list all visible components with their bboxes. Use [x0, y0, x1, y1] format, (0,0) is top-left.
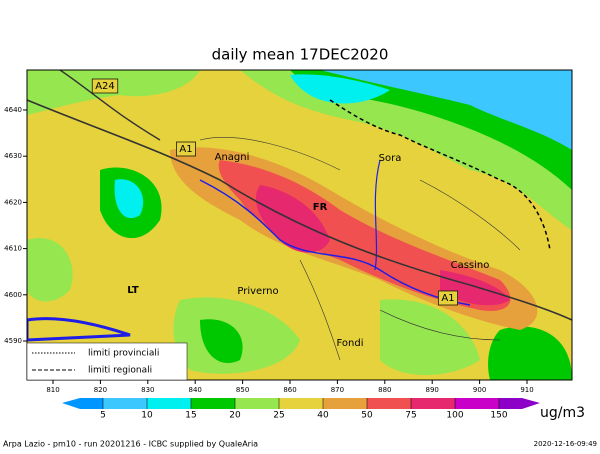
place-label: Anagni: [215, 152, 250, 163]
colorbar-bin: [367, 398, 411, 409]
colorbar-unit: ug/m3: [540, 405, 585, 421]
colorbar-bin: [323, 398, 367, 409]
x-tick-label: 830: [141, 386, 154, 394]
place-label: LT: [127, 285, 139, 296]
colorbar-bin: [411, 398, 455, 409]
colorbar-label: 40: [317, 411, 329, 421]
colorbar-label: 5: [100, 411, 106, 421]
place-label: Fondi: [337, 338, 364, 349]
x-tick-label: 860: [283, 386, 296, 394]
place-label: A24: [95, 81, 115, 92]
x-tick-label: 820: [94, 386, 107, 394]
colorbar-label: 10: [141, 411, 153, 421]
colorbar-bin: [235, 398, 279, 409]
x-tick-label: 880: [378, 386, 391, 394]
colorbar-bin: [103, 398, 147, 409]
x-tick-label: 870: [331, 386, 344, 394]
place-label: A1: [179, 144, 192, 155]
legend-label: limiti regionali: [88, 366, 152, 376]
title: daily mean 17DEC2020: [212, 46, 389, 64]
place-label: Sora: [379, 153, 402, 164]
colorbar: [62, 398, 540, 409]
y-tick-label: 4610: [4, 245, 22, 253]
x-tick-label: 900: [473, 386, 486, 394]
road-sign: [176, 141, 196, 157]
colorbar-label: 20: [229, 411, 241, 421]
colorbar-bin: [499, 398, 522, 409]
colorbar-bin: [279, 398, 323, 409]
colorbar-label: 75: [405, 411, 416, 421]
colorbar-bin: [80, 398, 103, 409]
y-tick-label: 4640: [4, 106, 22, 114]
colorbar-label: 25: [273, 411, 284, 421]
road-sign: [438, 290, 458, 306]
y-tick-label: 4620: [4, 198, 22, 206]
y-tick-label: 4600: [4, 291, 22, 299]
legend-box: [26, 342, 188, 381]
colorbar-label: 15: [185, 411, 196, 421]
road-sign: [91, 78, 119, 94]
place-label: Cassino: [451, 260, 490, 271]
map-frame: [26, 69, 573, 381]
x-tick-label: 910: [520, 386, 533, 394]
place-label: Priverno: [237, 286, 278, 297]
legend-label: limiti provinciali: [88, 349, 159, 359]
colorbar-label: 50: [361, 411, 373, 421]
place-label: A1: [441, 293, 454, 304]
colorbar-bin: [147, 398, 191, 409]
x-tick-label: 810: [46, 386, 59, 394]
x-tick-label: 850: [236, 386, 249, 394]
colorbar-bin: [191, 398, 235, 409]
colorbar-label: 100: [446, 411, 463, 421]
place-label: FR: [313, 202, 328, 213]
y-tick-label: 4630: [4, 152, 22, 160]
x-tick-label: 840: [189, 386, 202, 394]
footer-right: 2020-12-16-09:49: [534, 440, 597, 448]
x-tick-label: 890: [426, 386, 439, 394]
y-tick-label: 4590: [4, 337, 22, 345]
colorbar-label: 150: [490, 411, 507, 421]
concentration-field: [27, 70, 572, 380]
colorbar-bin: [455, 398, 499, 409]
footer-left: Arpa Lazio - pm10 - run 20201216 - ICBC …: [3, 440, 258, 449]
